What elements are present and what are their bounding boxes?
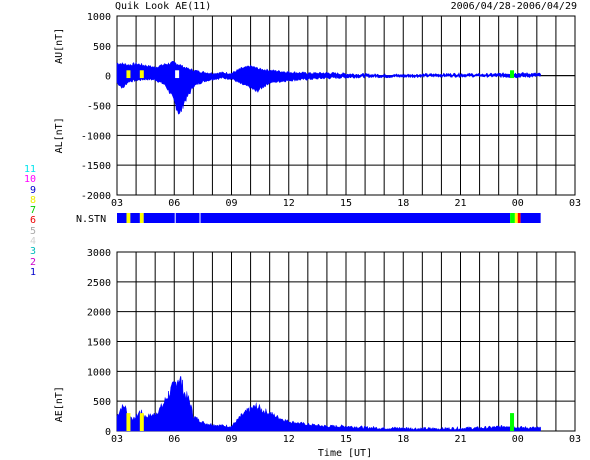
x-tick-label: 00 <box>512 434 524 445</box>
x-tick-label: 09 <box>225 198 237 209</box>
y-tick-label: 0 <box>105 427 111 438</box>
x-tick-label: 12 <box>283 434 295 445</box>
y-tick-label: 1500 <box>87 338 111 349</box>
x-tick-label: 18 <box>397 198 409 209</box>
au-axis-label: AU[nT] <box>54 28 65 64</box>
x-tick-label: 18 <box>397 434 409 445</box>
x-tick-label: 09 <box>225 434 237 445</box>
station-strip-segment <box>517 213 521 223</box>
y-tick-label: 500 <box>93 42 111 53</box>
y-tick-label: 2000 <box>87 308 111 319</box>
station-legend-entry: 5 <box>29 225 36 237</box>
y-tick-label: -1500 <box>81 161 111 172</box>
x-tick-label: 06 <box>168 434 180 445</box>
station-change-marker <box>510 413 515 431</box>
station-legend-entry: 11 <box>23 164 36 175</box>
station-strip-segment <box>130 213 140 223</box>
y-tick-label: 1000 <box>87 367 111 378</box>
y-tick-label: -1000 <box>81 131 111 142</box>
chart-title: Quik Look AE(11) <box>115 1 212 12</box>
station-legend-entry: 4 <box>29 236 36 248</box>
x-tick-label: 03 <box>569 434 581 445</box>
al-axis-label: AL[nT] <box>54 117 65 153</box>
station-count-legend: 11 10 9 8 7 6 5 4 3 2 1 <box>20 164 36 278</box>
x-tick-label: 00 <box>512 198 524 209</box>
station-strip-segment <box>514 213 518 223</box>
x-tick-label: 21 <box>454 198 466 209</box>
station-legend-entry: 2 <box>29 256 36 268</box>
station-legend-entry: 3 <box>29 246 36 258</box>
station-change-marker <box>126 413 131 431</box>
au-series-area <box>116 61 541 77</box>
x-axis-label: Time [UT] <box>318 448 372 459</box>
y-tick-label: -2000 <box>81 191 111 202</box>
station-change-marker <box>510 70 515 79</box>
station-change-marker <box>175 70 180 79</box>
station-strip-segment <box>117 213 127 223</box>
x-tick-label: 15 <box>340 434 352 445</box>
station-legend-entry: 6 <box>29 215 36 227</box>
x-tick-label: 12 <box>283 198 295 209</box>
x-tick-label: 06 <box>168 198 180 209</box>
station-strip-panel: N.STN <box>76 213 541 225</box>
station-strip-segment <box>126 213 131 223</box>
y-tick-label: 500 <box>93 397 111 408</box>
station-legend-entry: 1 <box>29 266 36 278</box>
station-legend-entry: 10 <box>23 174 36 186</box>
x-tick-label: 03 <box>569 198 581 209</box>
ae-series-area <box>116 375 541 432</box>
station-change-marker <box>126 70 131 79</box>
station-legend-entry: 7 <box>29 205 36 217</box>
ae-axis-label: AE[nT] <box>54 386 65 422</box>
y-tick-label: 0 <box>105 72 111 83</box>
station-change-marker <box>139 70 144 79</box>
station-strip-segment <box>510 213 515 223</box>
y-tick-label: 3000 <box>87 248 111 259</box>
x-tick-label: 21 <box>454 434 466 445</box>
station-strip-label: N.STN <box>76 214 106 225</box>
station-strip-segment <box>143 213 511 223</box>
station-strip-segment <box>520 213 541 223</box>
station-legend-entry: 9 <box>29 184 36 196</box>
y-tick-label: 1000 <box>87 12 111 23</box>
station-strip-segment <box>139 213 144 223</box>
y-tick-label: -500 <box>87 102 111 113</box>
x-tick-label: 15 <box>340 198 352 209</box>
station-change-marker <box>139 413 144 431</box>
al-series-area <box>116 74 541 115</box>
y-tick-label: 2500 <box>87 278 111 289</box>
x-tick-label: 03 <box>111 434 123 445</box>
date-range: 2006/04/28-2006/04/29 <box>450 1 577 12</box>
station-legend-entry: 8 <box>29 194 36 206</box>
x-tick-label: 03 <box>111 198 123 209</box>
